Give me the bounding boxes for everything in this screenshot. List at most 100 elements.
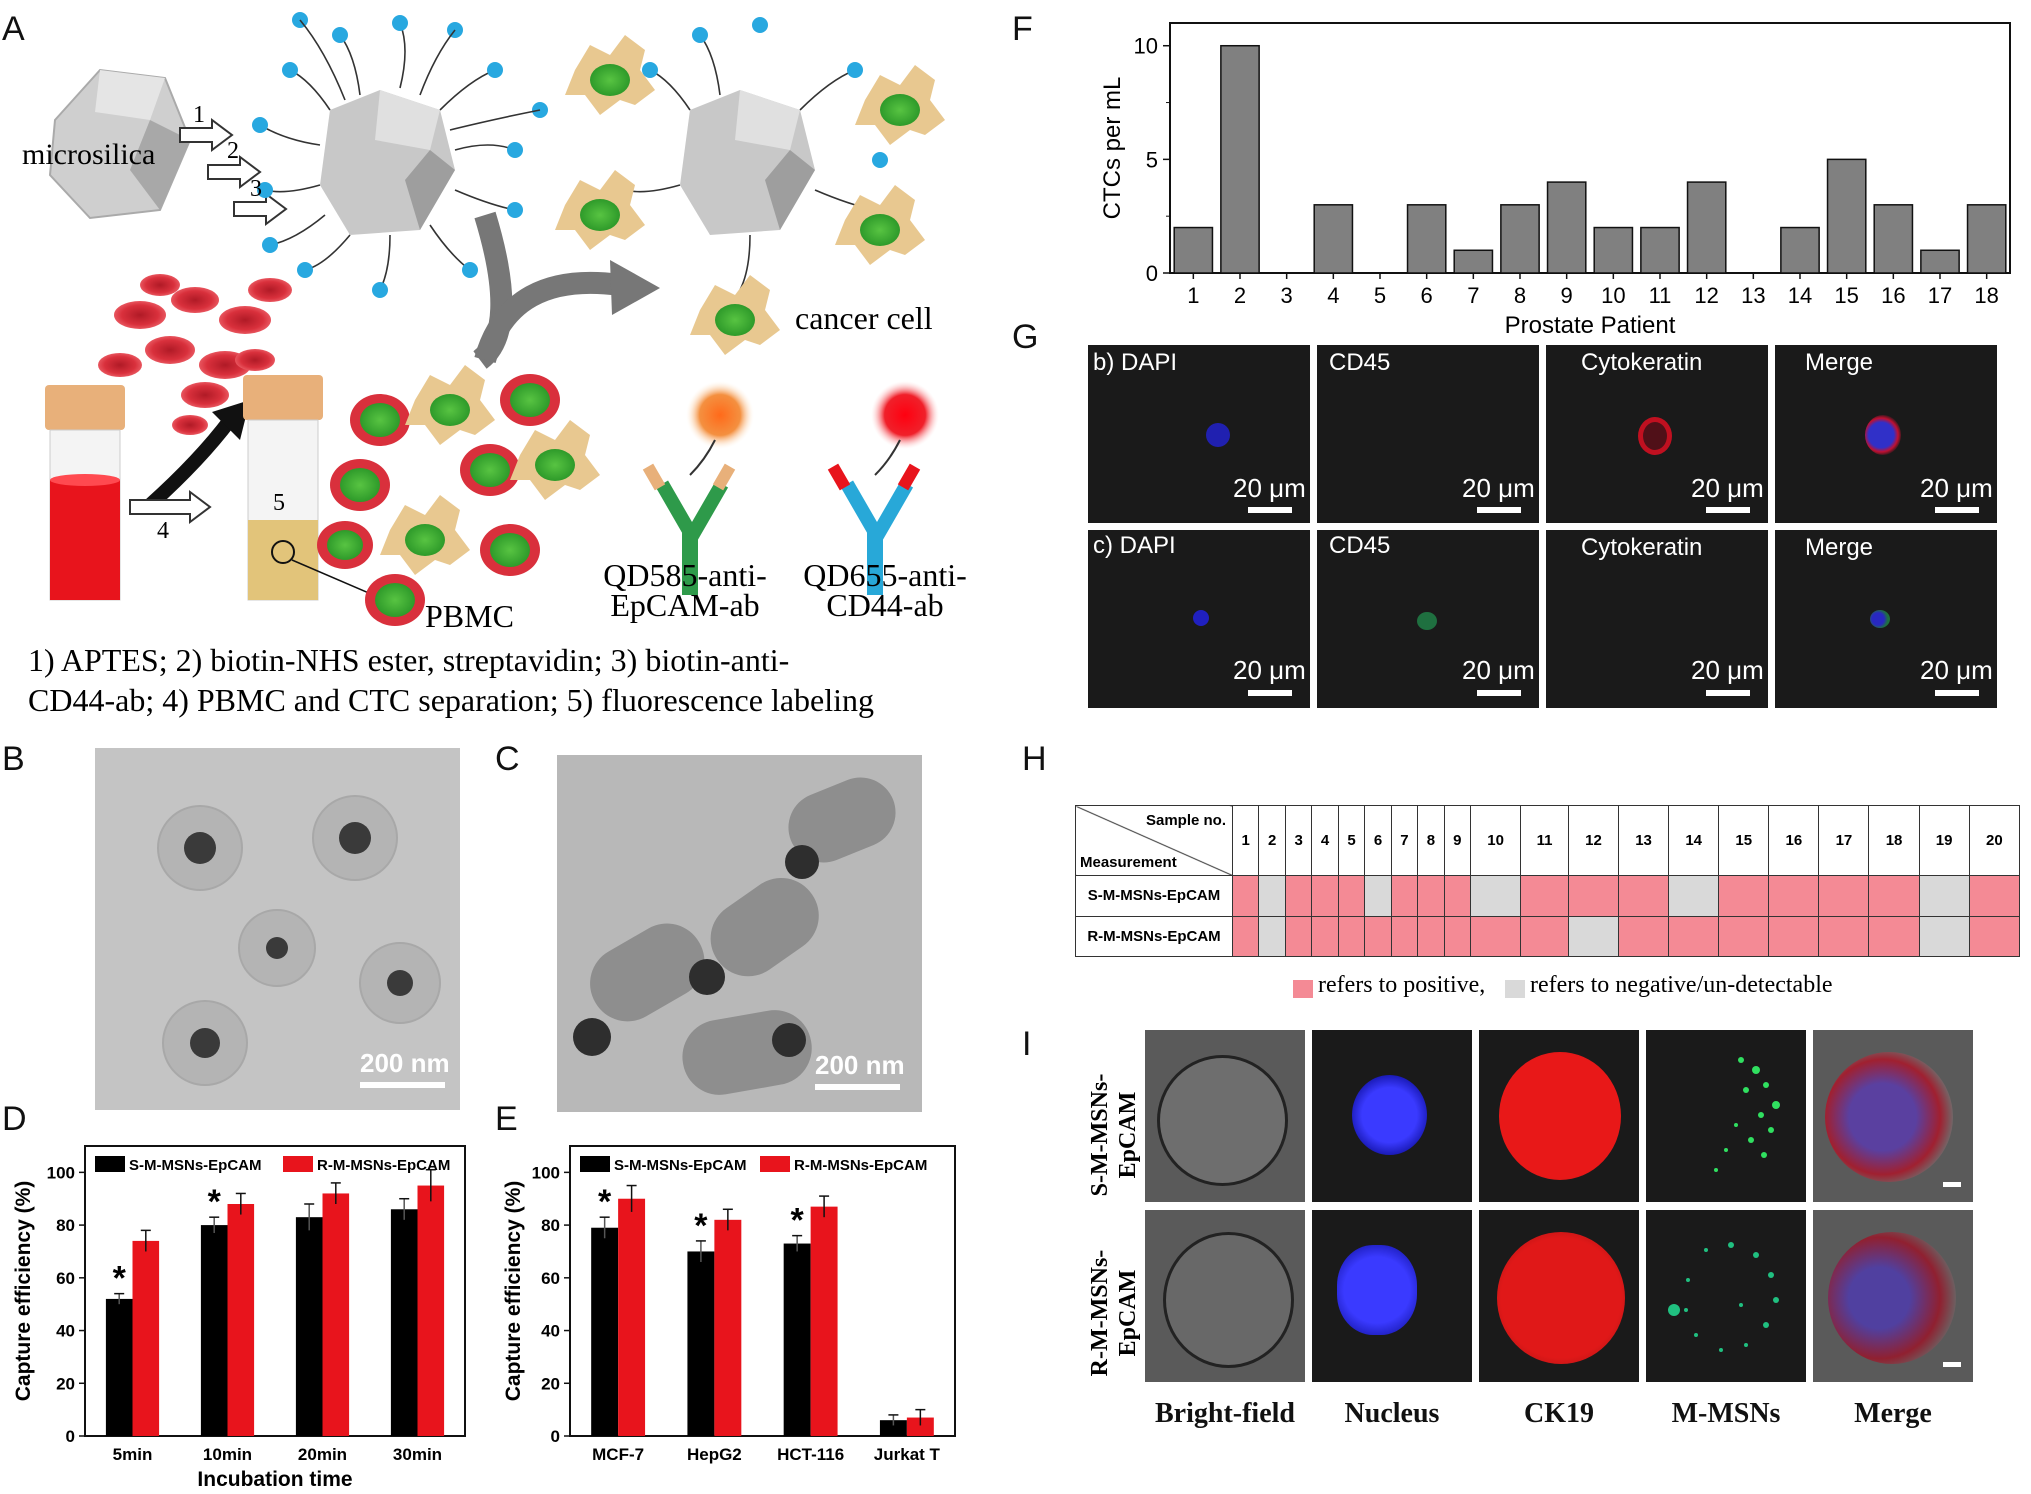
chart-d-xtick-label: 20min [298,1445,347,1464]
g-b-cytokeratin-tile: Cytokeratin 20 μm [1546,345,1768,523]
chart-f-ytick-label: 0 [1146,261,1158,286]
step-1-label: 1 [193,102,205,128]
chart-e-xtick-label: Jurkat T [874,1445,941,1464]
chart-e-bar [906,1417,934,1436]
g-c-cd45-scale-bar [1477,690,1521,696]
ck19-red-icon [1499,1052,1621,1180]
g-c-cytokeratin-scale-bar [1706,690,1750,696]
chart-e-bar [783,1243,811,1436]
g-b-dapi-label: b) DAPI [1093,349,1178,376]
positive-cell [1868,915,1920,957]
chart-e-significance-star: * [598,1183,612,1221]
chart-e-legend-label: S-M-MSNs-EpCAM [614,1157,747,1174]
schematic-illustration [45,12,945,626]
positive-cell [1618,915,1670,957]
positive-cell [1390,915,1419,957]
sample-number-cell: 5 [1337,805,1366,876]
positive-cell [1311,875,1339,917]
g-c-cd45-scale-label: 20 μm [1462,655,1535,685]
chart-f-bar [1966,204,2007,274]
g-c-dapi-scale-bar [1248,690,1292,696]
qd655-label-line2: CD44-ab [826,587,944,623]
i-r2-nucleus-tile [1312,1210,1472,1382]
positive-cell [1311,915,1339,957]
chart-e-bar [618,1198,646,1436]
g-c-cytokeratin-tile: Cytokeratin 20 μm [1546,530,1768,708]
panel-letter-f: F [1012,10,1033,48]
positive-cell [1390,875,1419,917]
nucleus-blue-2-icon [1337,1245,1417,1335]
chart-f-xtick-label: 7 [1467,283,1479,308]
chart-d-ytick-label: 0 [66,1427,75,1446]
legend-positive-label: refers to positive, [1318,972,1486,998]
scale-bar-b [360,1082,445,1088]
sample-number-cell: 2 [1258,805,1286,876]
qd585-antibody-icon [642,381,754,595]
cancer-cell-label: cancer cell [795,300,933,336]
chart-d-ytick-label: 100 [47,1163,75,1182]
chart-e-legend-swatch [580,1156,610,1172]
legend-positive-swatch [1293,980,1313,998]
chart-e-bar [591,1227,619,1436]
chart-d-legend-swatch [283,1156,313,1172]
chart-e-significance-star: * [694,1207,708,1245]
tem-image-rods: 200 nm [557,755,922,1112]
chart-e-ytick-label: 40 [541,1322,560,1341]
brightfield-cell-2-icon [1163,1232,1294,1368]
positive-cell [1443,915,1472,957]
header-measurement-label: Measurement [1080,854,1177,871]
chart-f-ytick-label: 5 [1146,147,1158,172]
microsilica-particle-icon [48,68,192,220]
negative-cell [1470,875,1522,917]
chart-f-xtick-label: 15 [1834,283,1858,308]
arrow-steps-1-3-icon [179,118,288,226]
chart-f-bar [1686,181,1727,274]
functionalized-particle-icon [252,12,548,298]
panel-i-row2-label: R-M-MSNs- EpCAM [1084,1220,1144,1395]
chart-e-xtick-label: HCT-116 [777,1445,844,1464]
i-r2-ck19-tile [1479,1210,1639,1382]
chart-f-bar [1546,181,1587,274]
g-b-dapi-scale-bar [1248,507,1292,513]
positive-cell [1231,875,1260,917]
g-c-merge-tile: Merge 20 μm [1775,530,1997,708]
positive-cell [1668,915,1720,957]
negative-cell [1258,875,1286,917]
i-r1-scale-bar [1943,1182,1961,1187]
chart-e-bar [879,1420,907,1436]
g-b-dapi-scale-label: 20 μm [1233,473,1306,503]
row1-label-line1: S-M-MSNs- [1087,1073,1113,1197]
legend-negative-label: refers to negative/un-detectable [1530,972,1833,998]
chart-d: 0 20 40 60 80 100 * 5min * 10min 20min 30min S-M-MSN… [12,1145,466,1491]
positive-cell [1443,875,1472,917]
panel-i-row1-label: S-M-MSNs- EpCAM [1084,1052,1144,1212]
chart-d-bar [227,1204,255,1436]
chart-f-ytick-label: 10 [1134,34,1158,59]
positive-cell [1417,915,1445,957]
positive-cell [1337,875,1366,917]
sample-number-cell: 12 [1567,805,1620,876]
table-row: R-M-MSNs-EpCAM [1075,915,2021,957]
chart-f-xtick-label: 2 [1234,283,1246,308]
chart-d-bar [417,1185,445,1436]
brightfield-cell-icon [1157,1055,1288,1186]
sample-number-cell: 18 [1868,805,1920,876]
g-c-merge-label: Merge [1805,534,1874,561]
chart-d-ylabel: Capture efficiency (%) [12,1181,35,1402]
panel-letter-e: E [495,1100,518,1138]
chart-d-bar [322,1193,350,1436]
measurement-label-cell: S-M-MSNs-EpCAM [1075,875,1233,917]
chart-d-significance-star: * [208,1183,222,1221]
arrow-step-4-icon [129,490,212,524]
negative-cell [1258,915,1286,957]
panel-h-table: Sample no. Measurement 1 2 3 4 5 6 7 8 9 10 11 12 13 14… [1075,805,2021,957]
chart-f-bar [1406,204,1447,274]
chart-f-bar [1640,226,1680,274]
chart-f-xtick-label: 1 [1187,283,1199,308]
positive-cell [1718,915,1770,957]
panel-letter-b: B [2,740,25,778]
chart-d-xtick-label: 30min [393,1445,442,1464]
i-r1-nucleus-tile [1312,1030,1472,1202]
g-b-cd45-scale-bar [1477,507,1521,513]
sample-number-cell: 17 [1818,805,1870,876]
